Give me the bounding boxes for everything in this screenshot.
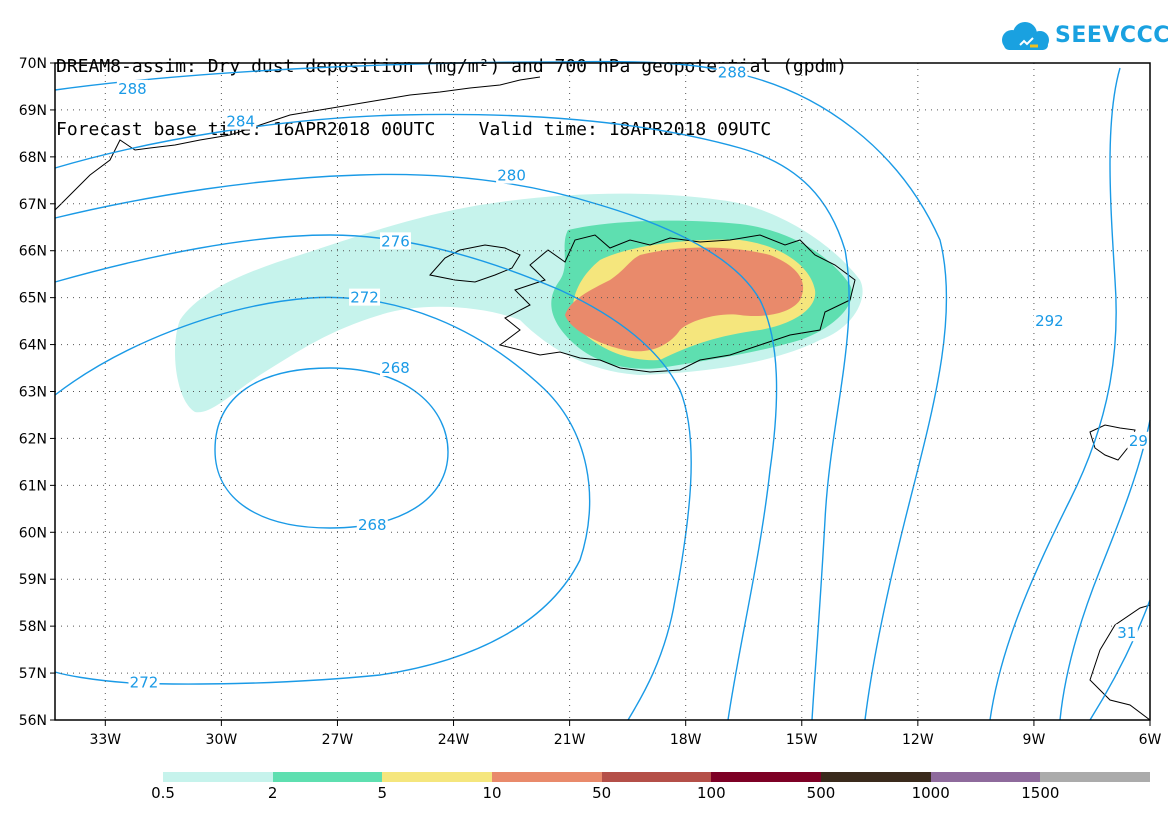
lon-label-33W: 33W bbox=[89, 732, 121, 748]
contour-label-288: 288 bbox=[718, 63, 747, 81]
colorbar-segment bbox=[601, 772, 712, 782]
contour-label-280: 280 bbox=[497, 167, 526, 185]
contour-label-31: 31 bbox=[1117, 624, 1136, 642]
lat-label-65N: 65N bbox=[19, 291, 47, 307]
dust-field bbox=[175, 193, 863, 413]
lat-label-61N: 61N bbox=[19, 478, 47, 494]
contour-label-bg bbox=[716, 63, 748, 81]
contour-272 bbox=[54, 296, 591, 685]
colorbar-segment bbox=[821, 772, 931, 782]
colorbar-label: 50 bbox=[592, 784, 612, 802]
dust-level-10 bbox=[565, 247, 804, 352]
lon-label-12W: 12W bbox=[902, 732, 934, 748]
colorbar-label: 1000 bbox=[911, 784, 950, 802]
lat-label-58N: 58N bbox=[19, 619, 47, 635]
contour-label-288: 288 bbox=[118, 80, 147, 98]
lon-label-6W: 6W bbox=[1139, 732, 1162, 748]
lat-label-59N: 59N bbox=[19, 572, 47, 588]
contour-292 bbox=[989, 67, 1121, 721]
contour-label-bg bbox=[496, 166, 528, 184]
colorbar-label: 0.5 bbox=[151, 784, 175, 802]
greenland-coastline bbox=[54, 76, 541, 211]
contour-label-bg bbox=[116, 79, 148, 97]
contour-label-276: 276 bbox=[381, 232, 410, 250]
lon-label-21W: 21W bbox=[554, 732, 586, 748]
colorbar-label: 500 bbox=[806, 784, 836, 802]
contour-268 bbox=[214, 367, 449, 529]
contour-label-29: 29 bbox=[1129, 432, 1148, 450]
title-line-2: Forecast base time: 16APR2018 00UTC Vali… bbox=[56, 119, 772, 140]
contour-label-268: 268 bbox=[358, 516, 387, 534]
contour-label-272: 272 bbox=[350, 289, 379, 307]
contour-280 bbox=[54, 173, 778, 721]
lon-label-27W: 27W bbox=[322, 732, 354, 748]
lat-label-62N: 62N bbox=[19, 431, 47, 447]
contour-label-bg bbox=[379, 359, 411, 377]
contour-label-bg bbox=[1033, 312, 1065, 330]
contour-label-268: 268 bbox=[381, 359, 410, 377]
contour-284 bbox=[54, 113, 850, 721]
lon-label-18W: 18W bbox=[670, 732, 702, 748]
map-frame bbox=[54, 62, 1151, 721]
contour-label-284: 284 bbox=[226, 113, 255, 131]
colorbar-segment bbox=[163, 772, 273, 782]
colorbar-segment bbox=[1040, 772, 1151, 782]
lat-label-69N: 69N bbox=[19, 103, 47, 119]
colorbar-segment bbox=[382, 772, 493, 782]
lat-label-67N: 67N bbox=[19, 197, 47, 213]
graticule: 33W 30W 27W 24W 21W 18W 15W 12W 9W 6W 70N 69N 68N 67N… bbox=[19, 56, 1162, 748]
contour-300 bbox=[1089, 599, 1151, 721]
lat-label-66N: 66N bbox=[19, 244, 47, 260]
lat-label-70N: 70N bbox=[19, 56, 47, 72]
iceland-coastline bbox=[498, 234, 856, 373]
contour-label-bg bbox=[379, 232, 411, 250]
contour-label-bg bbox=[349, 288, 381, 306]
contour-label-bg bbox=[1127, 431, 1150, 449]
logo-text: SEEVCCC bbox=[1055, 23, 1170, 48]
cloud-icon bbox=[1002, 22, 1049, 50]
colorbar bbox=[163, 772, 1151, 782]
lat-label-64N: 64N bbox=[19, 338, 47, 354]
lon-label-30W: 30W bbox=[206, 732, 238, 748]
lat-label-68N: 68N bbox=[19, 150, 47, 166]
contour-276 bbox=[54, 234, 692, 721]
colorbar-segment bbox=[930, 772, 1041, 782]
colorbar-label: 1500 bbox=[1021, 784, 1060, 802]
contour-label-bg bbox=[1115, 624, 1138, 642]
contour-296 bbox=[1059, 419, 1151, 721]
lat-label-63N: 63N bbox=[19, 385, 47, 401]
contour-label-292: 292 bbox=[1035, 312, 1064, 330]
lat-label-57N: 57N bbox=[19, 666, 47, 682]
geopotential-contours bbox=[54, 60, 1151, 721]
contour-288-east bbox=[729, 71, 948, 721]
lon-label-15W: 15W bbox=[786, 732, 818, 748]
contour-label-bg bbox=[225, 112, 257, 130]
contour-label-bg bbox=[128, 673, 160, 691]
colorbar-segment bbox=[492, 772, 602, 782]
contour-label-bg bbox=[356, 516, 388, 534]
contour-labels: 288 288 284 280 276 272 268 268 272 292 29 31 bbox=[116, 63, 1150, 691]
contour-288 bbox=[54, 60, 731, 91]
colorbar-label: 100 bbox=[697, 784, 726, 802]
colorbar-segment bbox=[711, 772, 822, 782]
colorbar-segment bbox=[272, 772, 383, 782]
lat-label-60N: 60N bbox=[19, 525, 47, 541]
colorbar-label: 10 bbox=[482, 784, 502, 802]
lon-label-24W: 24W bbox=[438, 732, 470, 748]
lat-label-56N: 56N bbox=[19, 713, 47, 729]
contour-label-272: 272 bbox=[130, 673, 159, 691]
colorbar-label: 5 bbox=[377, 784, 388, 802]
colorbar-label: 2 bbox=[267, 784, 278, 802]
lon-label-9W: 9W bbox=[1023, 732, 1046, 748]
